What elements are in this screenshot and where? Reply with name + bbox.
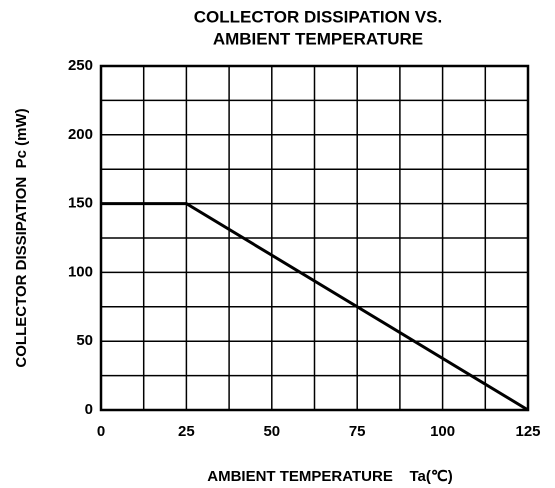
plot-frame [99, 64, 530, 412]
x-tick-label: 25 [178, 423, 195, 440]
y-tick-label: 100 [68, 263, 93, 280]
y-tick-label: 250 [68, 57, 93, 74]
x-tick-label: 50 [263, 423, 280, 440]
x-tick-label: 75 [349, 423, 366, 440]
data-line [101, 202, 529, 412]
y-tick-label: 200 [68, 126, 93, 143]
x-tick-label: 0 [97, 423, 105, 440]
chart-title: AMBIENT TEMPERATURE [213, 29, 423, 48]
chart-title: COLLECTOR DISSIPATION VS. [194, 7, 442, 26]
y-tick-label: 50 [76, 332, 93, 349]
y-tick-label: 150 [68, 195, 93, 212]
x-tick-label: 100 [430, 423, 455, 440]
x-axis-label: AMBIENT TEMPERATURE Ta(℃) [207, 468, 452, 485]
x-tick-label: 125 [515, 423, 540, 440]
y-axis-label: COLLECTOR DISSIPATION Pc (mW) [13, 108, 30, 367]
y-tick-label: 0 [85, 401, 93, 418]
